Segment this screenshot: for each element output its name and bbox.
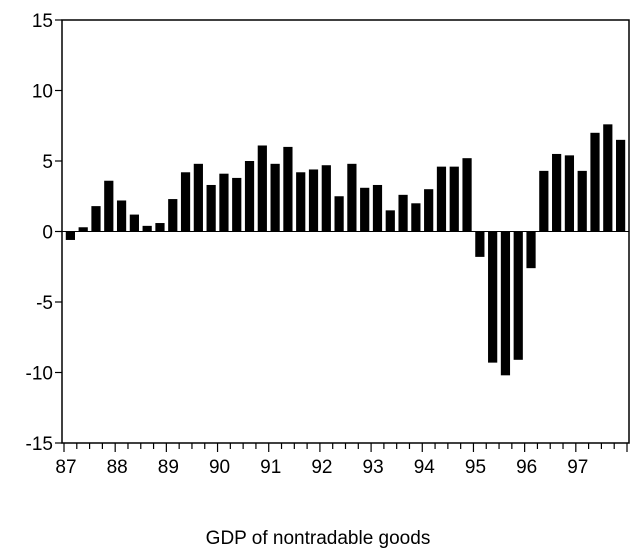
bar-92Q1 xyxy=(321,165,331,232)
bar-88Q4 xyxy=(155,223,165,232)
bar-95Q3 xyxy=(500,231,511,376)
bar-87Q4 xyxy=(104,180,114,232)
x-tick-label: 92 xyxy=(311,457,332,478)
y-tick-label: 0 xyxy=(42,223,53,244)
x-tick-label: 88 xyxy=(107,457,128,478)
bar-87Q1 xyxy=(65,231,75,240)
bar-95Q4 xyxy=(513,231,523,360)
bar-93Q1 xyxy=(372,184,383,232)
y-tick-label: 15 xyxy=(32,11,53,32)
bar-87Q2 xyxy=(78,227,88,232)
bar-92Q3 xyxy=(347,163,357,232)
x-axis: 87 88 89 90 91 92 93 94 95 96 97 xyxy=(55,443,628,478)
bar-94Q2 xyxy=(436,166,447,232)
y-axis: 15 10 5 0 -5 -10 -15 xyxy=(26,11,62,455)
bar-89Q3 xyxy=(193,163,203,232)
bar-95Q2 xyxy=(488,231,498,363)
x-tick-label: 91 xyxy=(260,457,281,478)
bar-94Q4 xyxy=(462,158,472,232)
x-tick-label: 87 xyxy=(55,457,76,478)
bar-89Q4 xyxy=(206,184,216,232)
bar-91Q1 xyxy=(270,163,280,232)
bar-92Q4 xyxy=(360,187,370,232)
bar-97Q4 xyxy=(616,139,626,232)
bar-chart: 15 10 5 0 -5 -10 -15 87 88 89 90 91 92 93 94 95 96 97 xyxy=(26,11,630,478)
y-tick-label: -5 xyxy=(36,293,53,314)
x-tick-label: 97 xyxy=(567,457,588,478)
x-tick-label: 94 xyxy=(414,457,436,478)
bar-96Q3 xyxy=(552,153,562,232)
bar-93Q4 xyxy=(411,203,421,232)
y-tick-label: 5 xyxy=(42,152,53,173)
bar-90Q3 xyxy=(244,161,255,232)
x-tick-label: 96 xyxy=(516,457,537,478)
bar-91Q4 xyxy=(308,169,319,232)
bar-87Q3 xyxy=(91,206,101,232)
bar-89Q1 xyxy=(168,199,178,232)
chart-caption: GDP of nontradable goods xyxy=(205,528,431,549)
y-tick-label: -10 xyxy=(26,364,53,385)
bar-92Q2 xyxy=(334,196,344,232)
bar-96Q4 xyxy=(564,155,575,232)
bar-97Q2 xyxy=(590,132,600,232)
bar-94Q1 xyxy=(424,189,434,232)
x-tick-label: 93 xyxy=(363,457,384,478)
bar-97Q3 xyxy=(603,124,613,232)
bar-97Q1 xyxy=(577,170,587,232)
bar-91Q2 xyxy=(283,146,293,232)
bar-88Q3 xyxy=(142,225,152,232)
y-tick-label: 10 xyxy=(32,82,53,103)
bar-95Q1 xyxy=(475,231,485,257)
bar-89Q2 xyxy=(180,172,191,232)
bar-88Q2 xyxy=(129,214,139,232)
bar-96Q2 xyxy=(539,170,549,232)
bar-88Q1 xyxy=(116,200,127,232)
x-tick-label: 89 xyxy=(158,457,179,478)
bar-94Q3 xyxy=(449,166,459,232)
y-tick-label: -15 xyxy=(26,434,53,455)
bars-group xyxy=(65,124,626,376)
bar-90Q4 xyxy=(257,145,267,232)
bar-93Q3 xyxy=(398,194,408,232)
x-tick-label: 90 xyxy=(209,457,230,478)
bar-90Q1 xyxy=(219,173,229,232)
x-tick-label: 95 xyxy=(465,457,486,478)
bar-90Q2 xyxy=(232,177,242,232)
bar-91Q3 xyxy=(296,172,306,232)
bar-96Q1 xyxy=(526,231,536,269)
bar-93Q2 xyxy=(385,210,395,232)
